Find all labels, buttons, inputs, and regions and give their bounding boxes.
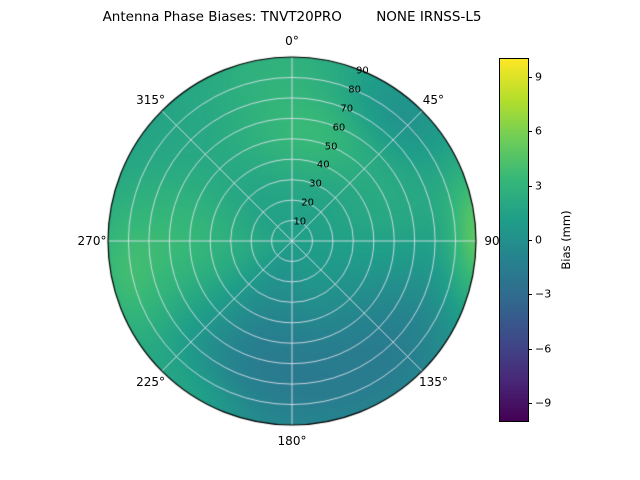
colorbar-tick <box>529 186 532 187</box>
colorbar-tick-label: 6 <box>535 124 542 138</box>
radial-tick-label: 90 <box>356 65 369 77</box>
theta-tick-label: 90 <box>484 234 500 248</box>
radial-tick-label: 40 <box>316 159 330 171</box>
theta-tick-label: 225° <box>136 375 166 390</box>
colorbar-tick <box>529 240 532 241</box>
colorbar-tick-label: −3 <box>535 287 552 301</box>
radial-tick-label: 80 <box>348 84 361 96</box>
colorbar-tick <box>529 403 532 404</box>
colorbar-tick-label: 3 <box>535 179 542 193</box>
colorbar-axis-label: Bias (mm) <box>559 210 573 270</box>
theta-tick-label: 270° <box>77 234 107 248</box>
radial-tick-label: 70 <box>340 103 354 115</box>
radial-tick-label: 10 <box>293 216 307 228</box>
chart-title: Antenna Phase Biases: TNVT20PRO NONE IRN… <box>102 9 482 25</box>
colorbar <box>499 58 529 422</box>
polar-heatmap <box>106 55 478 427</box>
colorbar-tick-label: −6 <box>535 342 552 356</box>
colorbar-tick <box>529 294 532 295</box>
theta-tick-label: 0° <box>285 34 299 48</box>
colorbar-tick <box>529 349 532 350</box>
colorbar-tick-label: 9 <box>535 70 542 84</box>
colorbar-tick-label: −9 <box>535 396 552 410</box>
theta-tick-label: 45° <box>422 92 445 107</box>
colorbar-tick-label: 0 <box>535 233 542 247</box>
theta-tick-label: 315° <box>136 92 166 107</box>
theta-tick-label: 135° <box>418 375 448 390</box>
theta-tick-label: 180° <box>277 434 307 448</box>
radial-tick-label: 60 <box>332 122 346 134</box>
radial-tick-label: 20 <box>301 197 315 209</box>
radial-tick-label: 50 <box>324 141 338 153</box>
radial-tick-label: 30 <box>309 178 322 190</box>
colorbar-tick <box>529 77 532 78</box>
colorbar-tick <box>529 131 532 132</box>
